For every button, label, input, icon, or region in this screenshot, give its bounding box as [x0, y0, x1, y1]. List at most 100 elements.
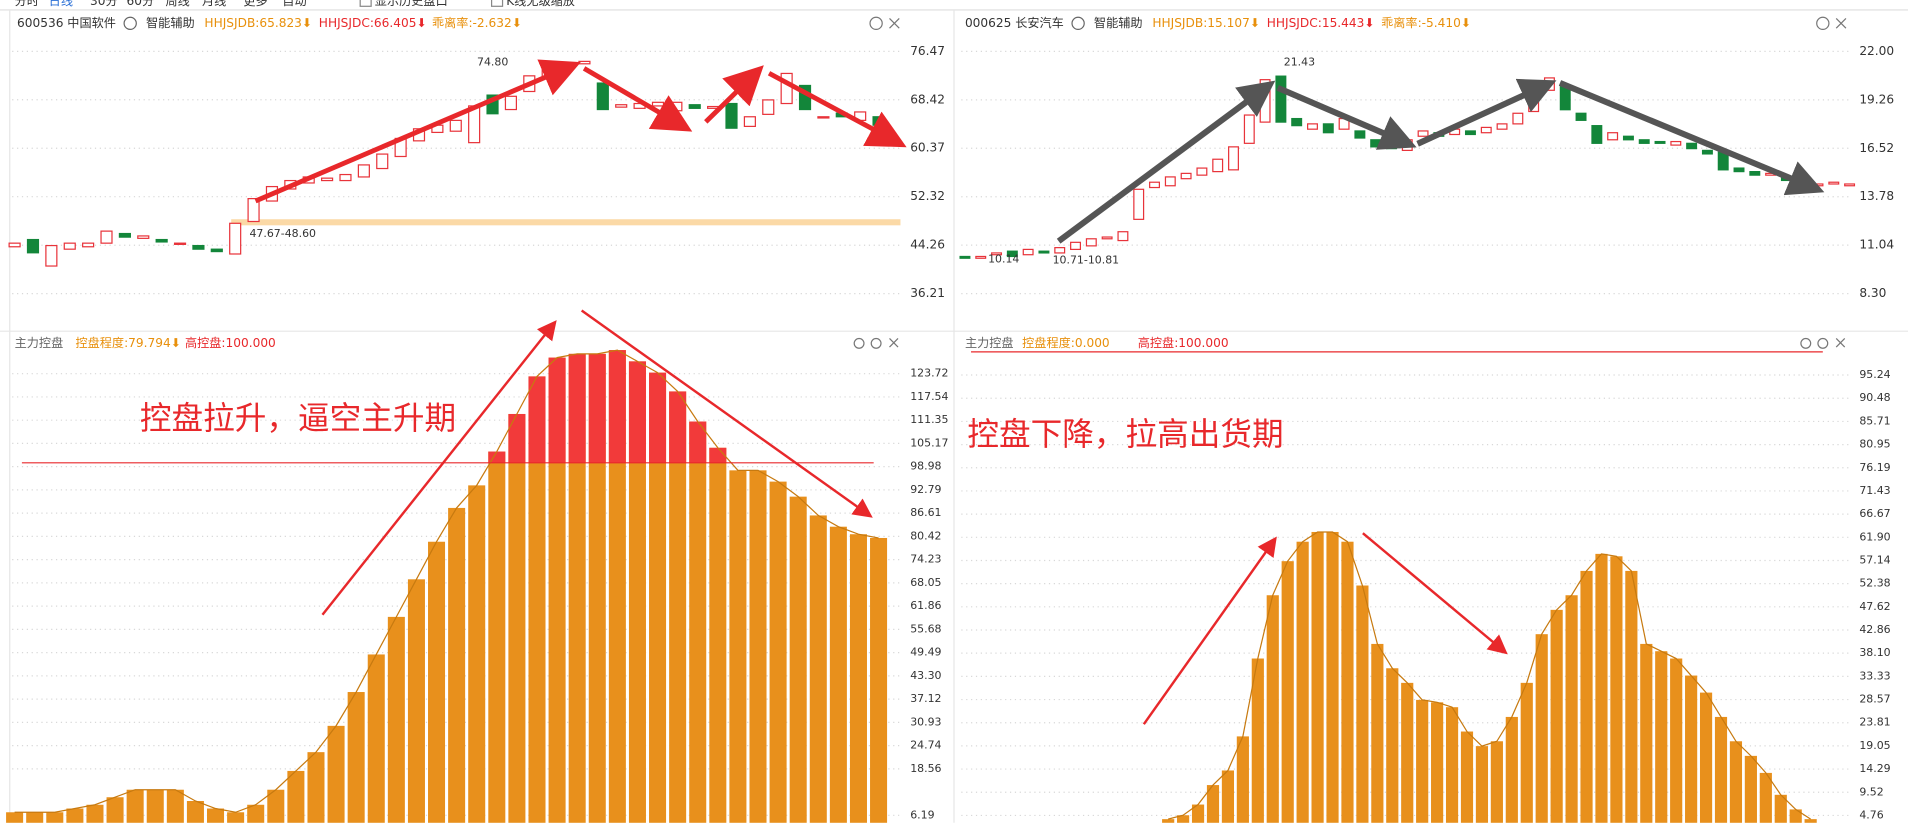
- y-tick-label: 24.74: [910, 739, 941, 752]
- bar-excess: [689, 421, 707, 463]
- y-tick-label: 117.54: [910, 390, 948, 403]
- bar: [1595, 553, 1608, 823]
- bar: [1804, 819, 1817, 823]
- bar: [1520, 682, 1533, 823]
- y-tick-label: 123.72: [910, 367, 948, 380]
- toolbar-item[interactable]: 分时: [15, 0, 39, 8]
- bar: [1206, 785, 1220, 823]
- assist[interactable]: 智能辅助: [146, 15, 195, 30]
- dropdown[interactable]: [1071, 16, 1085, 31]
- candle: [26, 238, 40, 254]
- checkbox[interactable]: [490, 0, 504, 7]
- candle: [991, 252, 1003, 256]
- candle: [357, 164, 370, 178]
- toolbar-item[interactable]: 60分: [127, 0, 155, 8]
- candle: [1559, 86, 1571, 111]
- candle: [872, 116, 885, 126]
- bar: [1296, 541, 1309, 823]
- bar: [247, 804, 265, 823]
- candle: [1622, 135, 1634, 141]
- annotation: 74.80: [477, 55, 508, 68]
- y-tick-label: 11.04: [1859, 238, 1894, 252]
- bar: [1431, 702, 1444, 823]
- dropdown[interactable]: [123, 16, 137, 31]
- candle: [1291, 117, 1303, 127]
- assist[interactable]: 智能辅助: [1094, 15, 1143, 30]
- toolbar-item[interactable]: 日线: [49, 0, 73, 8]
- candle: [155, 238, 168, 243]
- bar: [327, 725, 345, 823]
- bar: [106, 797, 124, 823]
- candle: [1180, 172, 1192, 180]
- candle: [615, 104, 628, 108]
- y-tick-label: 22.00: [1859, 44, 1894, 58]
- y-tick-label: 33.33: [1859, 669, 1890, 682]
- candle: [1733, 167, 1745, 173]
- bar: [870, 537, 888, 823]
- candle: [1101, 236, 1113, 240]
- bar: [1416, 699, 1429, 823]
- candle: [1196, 167, 1208, 176]
- trend-arrows: [1056, 78, 1825, 244]
- candle: [449, 119, 462, 132]
- y-tick-label: 44.26: [910, 238, 945, 252]
- bar: [508, 413, 526, 823]
- toolbar-item[interactable]: K线无级缩放: [506, 0, 575, 8]
- bar: [166, 789, 184, 823]
- bar: [849, 534, 867, 823]
- annotation: 21.43: [1284, 55, 1315, 68]
- stock[interactable]: 600536 中国软件: [17, 15, 116, 30]
- bar-excess: [528, 376, 546, 463]
- bar: [227, 812, 245, 823]
- candle: [229, 222, 242, 255]
- y-tick-label: 86.61: [910, 506, 941, 519]
- y-tick-label: 98.98: [910, 460, 941, 473]
- y-tick-label: 37.12: [910, 692, 941, 705]
- indicator-degree: 控盘程度:79.794⬇: [75, 335, 180, 350]
- bar: [287, 770, 305, 823]
- bar: [829, 526, 847, 823]
- toolbar-item[interactable]: 显示历史盘口: [375, 0, 448, 8]
- candle: [1464, 130, 1476, 136]
- candle: [1512, 112, 1524, 125]
- candle: [1370, 139, 1382, 148]
- bar: [1699, 692, 1713, 823]
- candle: [1322, 123, 1334, 134]
- candle: [1417, 130, 1429, 137]
- candle: [321, 177, 334, 182]
- bar: [789, 496, 807, 823]
- toolbar-item[interactable]: 更多: [243, 0, 267, 8]
- candle: [100, 230, 113, 244]
- y-tick-label: 23.81: [1859, 716, 1890, 729]
- bar: [347, 692, 365, 823]
- candle: [1670, 140, 1682, 146]
- y-tick-label: 55.68: [910, 622, 941, 635]
- candle: [1307, 123, 1318, 130]
- bar: [749, 470, 767, 823]
- candle: [1607, 132, 1619, 141]
- checkbox[interactable]: [359, 0, 372, 7]
- toolbar-item[interactable]: 自动: [282, 0, 306, 8]
- toolbar-item[interactable]: 30分: [90, 0, 118, 8]
- y-tick-label: 66.67: [1859, 507, 1890, 520]
- candle: [1812, 183, 1824, 187]
- toolbar-item[interactable]: 月线: [202, 0, 226, 8]
- trend-arrows: [254, 59, 907, 204]
- candle: [651, 101, 665, 107]
- bar-outline: [1168, 531, 1811, 820]
- window-icons[interactable]: [853, 16, 1847, 349]
- candle: [63, 242, 76, 250]
- bar: [1505, 716, 1518, 823]
- candle: [173, 242, 187, 245]
- band: [231, 219, 901, 226]
- stock[interactable]: 000625 长安汽车: [965, 15, 1064, 30]
- toolbar-item[interactable]: 周线: [165, 0, 189, 8]
- y-tick-label: 111.35: [910, 413, 948, 426]
- candle: [1686, 142, 1698, 150]
- annotation: 10.71-10.81: [1053, 254, 1120, 267]
- candle: [1022, 248, 1034, 256]
- bar: [1221, 770, 1235, 823]
- bar: [1236, 736, 1249, 823]
- y-tick-label: 28.57: [1859, 693, 1890, 706]
- y-tick-label: 14.29: [1859, 762, 1890, 775]
